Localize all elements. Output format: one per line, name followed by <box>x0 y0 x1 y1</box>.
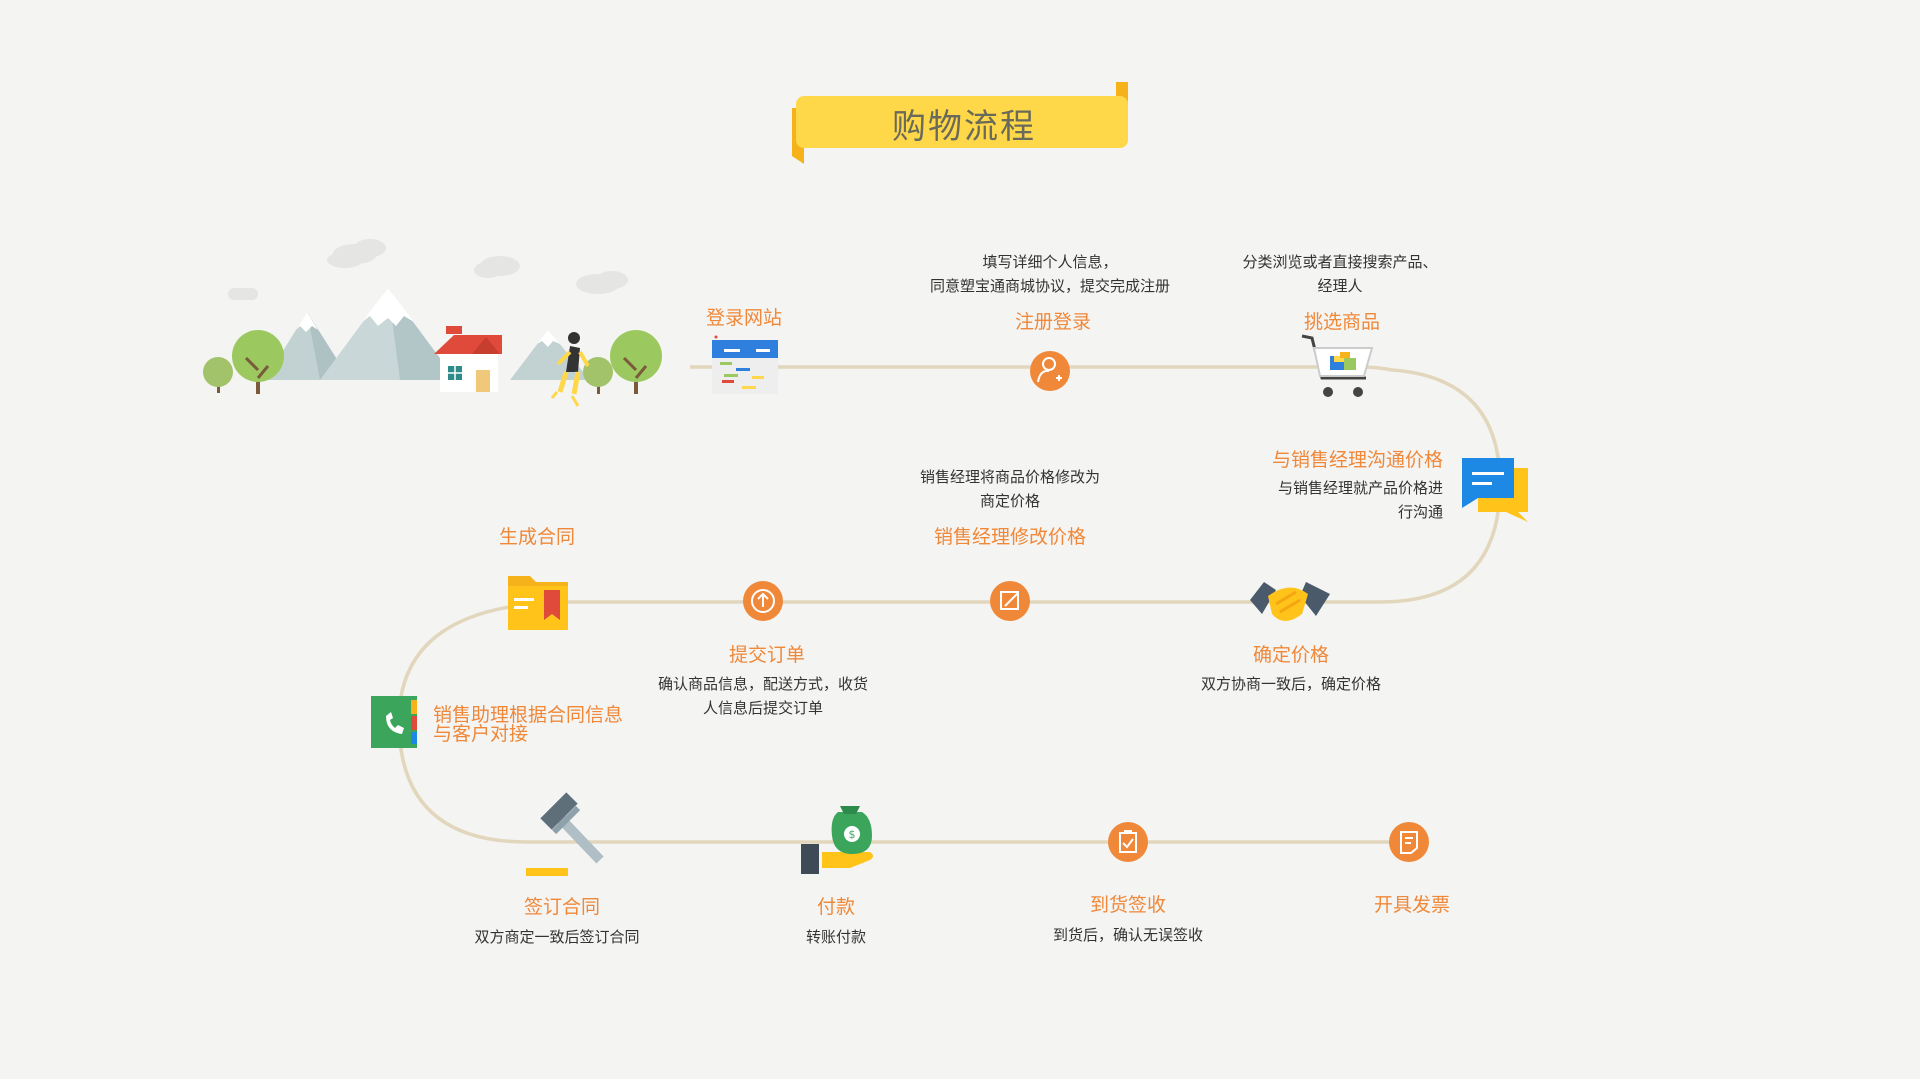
step-register-label[interactable]: 注册登录 <box>1014 311 1092 333</box>
step-login-label[interactable]: 登录网站 <box>705 307 783 329</box>
step-modify-price-desc-line: 商定价格 <box>979 492 1041 510</box>
step-confirm-price-label[interactable]: 确定价格 <box>1252 644 1330 666</box>
upload-icon[interactable] <box>743 581 783 621</box>
handshake-icon[interactable] <box>1250 582 1330 621</box>
house-decoration <box>434 326 502 392</box>
shopping-cart-icon[interactable] <box>1301 334 1374 397</box>
folder-icon[interactable] <box>508 576 568 630</box>
step-confirm-price-desc: 双方协商一致后，确定价格 <box>1201 672 1381 696</box>
process-path <box>397 365 1502 844</box>
step-select-desc: 分类浏览或者直接搜索产品、 经理人 <box>1242 250 1437 298</box>
step-invoice-label[interactable]: 开具发票 <box>1373 894 1451 916</box>
step-negotiate-desc-line: 行沟通 <box>1397 503 1443 521</box>
step-sign-contract-label[interactable]: 签订合同 <box>523 896 601 918</box>
receipt-icon[interactable] <box>1389 822 1429 862</box>
step-assistant-contact-label[interactable]: 销售助理根据合同信息 与客户对接 <box>433 706 623 744</box>
page-title: 购物流程 <box>892 107 1036 147</box>
step-negotiate-desc-line: 与销售经理就产品价格进 <box>1277 479 1443 497</box>
step-negotiate-label[interactable]: 与销售经理沟通价格 <box>1271 449 1443 471</box>
title-banner <box>792 82 1128 164</box>
step-select-desc-line: 经理人 <box>1317 277 1363 295</box>
step-payment-desc-line: 转账付款 <box>805 928 867 946</box>
browser-window-icon[interactable] <box>712 335 778 395</box>
clouds-decoration <box>228 239 628 300</box>
user-add-icon[interactable] <box>1030 351 1070 391</box>
step-submit-order-desc-line: 确认商品信息，配送方式，收货 <box>657 675 869 693</box>
step-submit-order-desc: 确认商品信息，配送方式，收货 人信息后提交订单 <box>658 672 868 720</box>
step-negotiate-desc: 与销售经理就产品价格进 行沟通 <box>1278 476 1443 524</box>
step-receive-label[interactable]: 到货签收 <box>1089 894 1167 916</box>
step-payment-desc: 转账付款 <box>806 925 866 949</box>
edit-icon[interactable] <box>990 581 1030 621</box>
trees-decoration <box>203 330 662 394</box>
step-modify-price-desc: 销售经理将商品价格修改为 商定价格 <box>920 465 1100 513</box>
step-submit-order-label[interactable]: 提交订单 <box>728 644 806 666</box>
clipboard-check-icon[interactable] <box>1108 822 1148 862</box>
step-generate-contract-label[interactable]: 生成合同 <box>498 526 576 548</box>
mountains-decoration <box>265 288 590 380</box>
step-assistant-contact-label-line: 与客户对接 <box>433 723 529 745</box>
step-receive-desc: 到货后，确认无误签收 <box>1053 923 1203 947</box>
phone-book-icon[interactable] <box>371 696 417 748</box>
step-modify-price-desc-line: 销售经理将商品价格修改为 <box>919 468 1101 486</box>
gavel-icon[interactable] <box>526 792 604 876</box>
step-confirm-price-desc-line: 双方协商一致后，确定价格 <box>1200 675 1382 693</box>
step-register-desc-line: 同意塑宝通商城协议，提交完成注册 <box>929 277 1171 295</box>
step-register-desc-line: 填写详细个人信息， <box>982 253 1118 271</box>
money-bag-icon[interactable]: $ <box>801 806 873 874</box>
step-register-desc: 填写详细个人信息， 同意塑宝通商城协议，提交完成注册 <box>930 250 1170 298</box>
svg-text:$: $ <box>849 828 856 841</box>
step-sign-contract-desc: 双方商定一致后签订合同 <box>474 925 639 949</box>
runner-figure-decoration <box>550 332 590 407</box>
step-select-desc-line: 分类浏览或者直接搜索产品、 <box>1242 253 1438 271</box>
step-receive-desc-line: 到货后，确认无误签收 <box>1052 926 1204 944</box>
step-sign-contract-desc-line: 双方商定一致后签订合同 <box>474 928 640 946</box>
chat-bubble-icon[interactable] <box>1462 458 1528 522</box>
step-select-label[interactable]: 挑选商品 <box>1303 311 1381 333</box>
step-payment-label[interactable]: 付款 <box>816 896 856 918</box>
step-assistant-contact-label-line: 销售助理根据合同信息 <box>433 704 624 726</box>
step-modify-price-label[interactable]: 销售经理修改价格 <box>933 526 1087 548</box>
step-submit-order-desc-line: 人信息后提交订单 <box>702 699 824 717</box>
